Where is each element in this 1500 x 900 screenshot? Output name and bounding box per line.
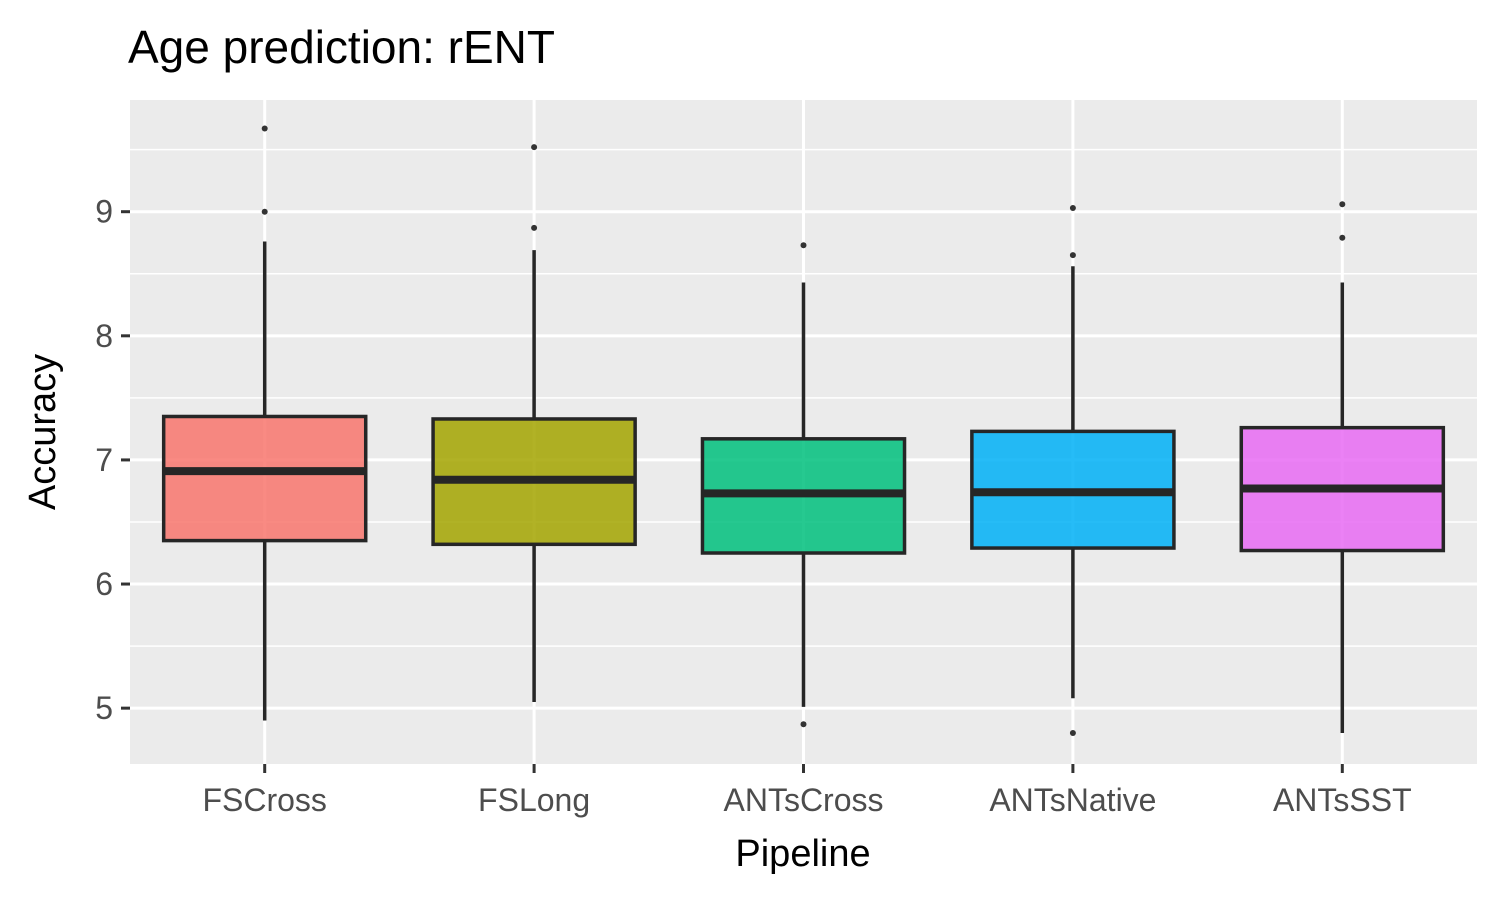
y-axis: 5 6 7 8 9 (95, 194, 130, 726)
x-axis-title: Pipeline (735, 833, 870, 875)
box-antsnative (970, 204, 1176, 736)
x-axis: FSCross FSLong ANTsCross ANTsNative ANTsSST (202, 764, 1412, 818)
outlier-point (1069, 729, 1076, 736)
outlier-point (800, 721, 807, 728)
x-tick-label: ANTsCross (723, 782, 883, 818)
outlier-point (1069, 204, 1076, 211)
outlier-point (1069, 252, 1076, 259)
box-antscross (700, 242, 907, 728)
outlier-point (531, 144, 538, 151)
outlier-point (261, 208, 268, 215)
box-iqr (161, 414, 368, 543)
box-antssst (1239, 201, 1446, 733)
y-axis-title: Accuracy (22, 354, 64, 510)
outlier-point (261, 125, 268, 132)
y-tick-label: 5 (95, 690, 113, 726)
y-tick-label: 9 (95, 194, 113, 230)
y-tick-label: 6 (95, 566, 113, 602)
x-tick-label: FSLong (478, 782, 590, 818)
outlier-point (1339, 234, 1346, 241)
x-tick-label: ANTsNative (989, 782, 1156, 818)
x-tick-label: FSCross (202, 782, 326, 818)
y-tick-label: 7 (95, 442, 113, 478)
chart-title: Age prediction: rENT (128, 21, 555, 73)
box-fslong (431, 144, 637, 702)
outlier-point (531, 224, 538, 231)
boxes-layer (161, 125, 1446, 736)
box-fscross (161, 125, 368, 721)
outlier-point (1339, 201, 1346, 208)
y-tick-label: 8 (95, 318, 113, 354)
x-tick-label: ANTsSST (1273, 782, 1412, 818)
outlier-point (800, 242, 807, 249)
